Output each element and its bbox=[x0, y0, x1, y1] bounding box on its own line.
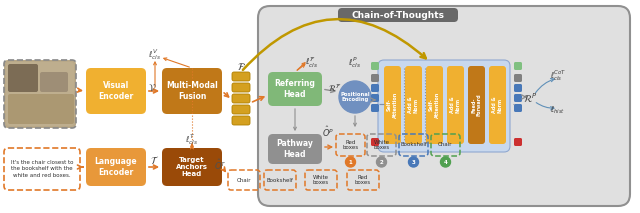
Text: Bookshelf: Bookshelf bbox=[400, 142, 427, 147]
Text: $\ell_{cls}^{T}$: $\ell_{cls}^{T}$ bbox=[186, 132, 198, 147]
Circle shape bbox=[376, 157, 387, 167]
FancyBboxPatch shape bbox=[384, 66, 401, 144]
Text: Referring
Head: Referring Head bbox=[275, 79, 316, 99]
FancyBboxPatch shape bbox=[232, 116, 250, 125]
Circle shape bbox=[408, 157, 419, 167]
Text: White
boxes: White boxes bbox=[373, 140, 390, 150]
Text: $\ell_{cls}^{\mathcal{F}}$: $\ell_{cls}^{\mathcal{F}}$ bbox=[305, 56, 319, 70]
FancyBboxPatch shape bbox=[232, 105, 250, 114]
FancyBboxPatch shape bbox=[268, 134, 322, 164]
FancyBboxPatch shape bbox=[378, 60, 510, 152]
FancyBboxPatch shape bbox=[162, 148, 222, 186]
FancyBboxPatch shape bbox=[4, 60, 76, 128]
FancyBboxPatch shape bbox=[514, 94, 522, 102]
Text: Chain-of-Thoughts: Chain-of-Thoughts bbox=[351, 10, 445, 20]
FancyBboxPatch shape bbox=[371, 94, 379, 102]
Text: Language
Encoder: Language Encoder bbox=[95, 157, 138, 177]
Text: $\mathcal{V}$: $\mathcal{V}$ bbox=[148, 83, 156, 93]
Text: $\hat{O}^{P}$: $\hat{O}^{P}$ bbox=[322, 125, 334, 139]
Text: $\mathcal{F}$: $\mathcal{F}$ bbox=[237, 62, 246, 72]
FancyBboxPatch shape bbox=[447, 66, 464, 144]
Text: Multi-Modal
Fusion: Multi-Modal Fusion bbox=[166, 81, 218, 101]
FancyBboxPatch shape bbox=[468, 66, 485, 144]
Text: Red
boxes: Red boxes bbox=[355, 175, 371, 185]
FancyBboxPatch shape bbox=[86, 148, 146, 186]
FancyBboxPatch shape bbox=[489, 66, 506, 144]
FancyBboxPatch shape bbox=[40, 72, 68, 92]
Text: $\ell_{hist}$: $\ell_{hist}$ bbox=[550, 104, 566, 116]
Text: Add &
Norm: Add & Norm bbox=[450, 97, 461, 113]
Text: $\ell_{cls}^{CoT}$: $\ell_{cls}^{CoT}$ bbox=[550, 69, 566, 83]
Text: 1: 1 bbox=[349, 160, 353, 164]
Text: Add &
Norm: Add & Norm bbox=[408, 97, 419, 113]
Text: 3: 3 bbox=[412, 160, 415, 164]
Text: $\mathcal{R}^{P}$: $\mathcal{R}^{P}$ bbox=[523, 91, 537, 105]
FancyBboxPatch shape bbox=[338, 8, 458, 22]
Text: $\mathcal{T}$: $\mathcal{T}$ bbox=[150, 154, 159, 166]
Text: 2: 2 bbox=[380, 160, 383, 164]
Text: Chair: Chair bbox=[438, 142, 452, 147]
Circle shape bbox=[440, 157, 451, 167]
Circle shape bbox=[346, 157, 355, 167]
Text: White
boxes: White boxes bbox=[313, 175, 329, 185]
Text: 4: 4 bbox=[444, 160, 447, 164]
FancyBboxPatch shape bbox=[514, 104, 522, 112]
FancyBboxPatch shape bbox=[8, 64, 38, 92]
FancyBboxPatch shape bbox=[426, 66, 443, 144]
FancyBboxPatch shape bbox=[162, 68, 222, 114]
Text: $\mathcal{R}^{\mathcal{F}}$: $\mathcal{R}^{\mathcal{F}}$ bbox=[328, 82, 342, 94]
Text: Feed-
Forward: Feed- Forward bbox=[471, 94, 482, 116]
FancyBboxPatch shape bbox=[232, 72, 250, 81]
Text: $\ell_{cls}^{P}$: $\ell_{cls}^{P}$ bbox=[348, 56, 362, 71]
Text: Self-
Attention: Self- Attention bbox=[429, 92, 440, 118]
Text: Visual
Encoder: Visual Encoder bbox=[99, 81, 134, 101]
FancyBboxPatch shape bbox=[86, 68, 146, 114]
Text: Chair: Chair bbox=[237, 177, 252, 183]
FancyBboxPatch shape bbox=[371, 84, 379, 92]
FancyBboxPatch shape bbox=[371, 74, 379, 82]
Text: Self-
Attention: Self- Attention bbox=[387, 92, 398, 118]
Text: $\ell_{cls}^{V}$: $\ell_{cls}^{V}$ bbox=[148, 47, 162, 62]
FancyBboxPatch shape bbox=[514, 84, 522, 92]
FancyBboxPatch shape bbox=[6, 62, 74, 126]
FancyBboxPatch shape bbox=[371, 138, 379, 146]
Text: Red
boxes: Red boxes bbox=[342, 140, 358, 150]
Text: Bookshelf: Bookshelf bbox=[267, 177, 293, 183]
FancyBboxPatch shape bbox=[258, 6, 630, 206]
FancyBboxPatch shape bbox=[514, 138, 522, 146]
Text: Add &
Norm: Add & Norm bbox=[492, 97, 503, 113]
Text: It's the chair closest to
the bookshelf with the
white and red boxes.: It's the chair closest to the bookshelf … bbox=[11, 160, 73, 178]
FancyBboxPatch shape bbox=[8, 94, 74, 124]
FancyBboxPatch shape bbox=[514, 62, 522, 70]
Text: Target
Anchors
Head: Target Anchors Head bbox=[176, 157, 208, 177]
FancyBboxPatch shape bbox=[371, 62, 379, 70]
FancyBboxPatch shape bbox=[232, 83, 250, 92]
Text: Pathway
Head: Pathway Head bbox=[276, 139, 314, 159]
FancyBboxPatch shape bbox=[232, 94, 250, 103]
FancyBboxPatch shape bbox=[268, 72, 322, 106]
Circle shape bbox=[339, 81, 371, 113]
FancyBboxPatch shape bbox=[514, 74, 522, 82]
Text: Positional
Encoding: Positional Encoding bbox=[340, 92, 370, 102]
Text: $\hat{O}^{T}$: $\hat{O}^{T}$ bbox=[214, 158, 227, 172]
FancyBboxPatch shape bbox=[405, 66, 422, 144]
FancyBboxPatch shape bbox=[371, 104, 379, 112]
